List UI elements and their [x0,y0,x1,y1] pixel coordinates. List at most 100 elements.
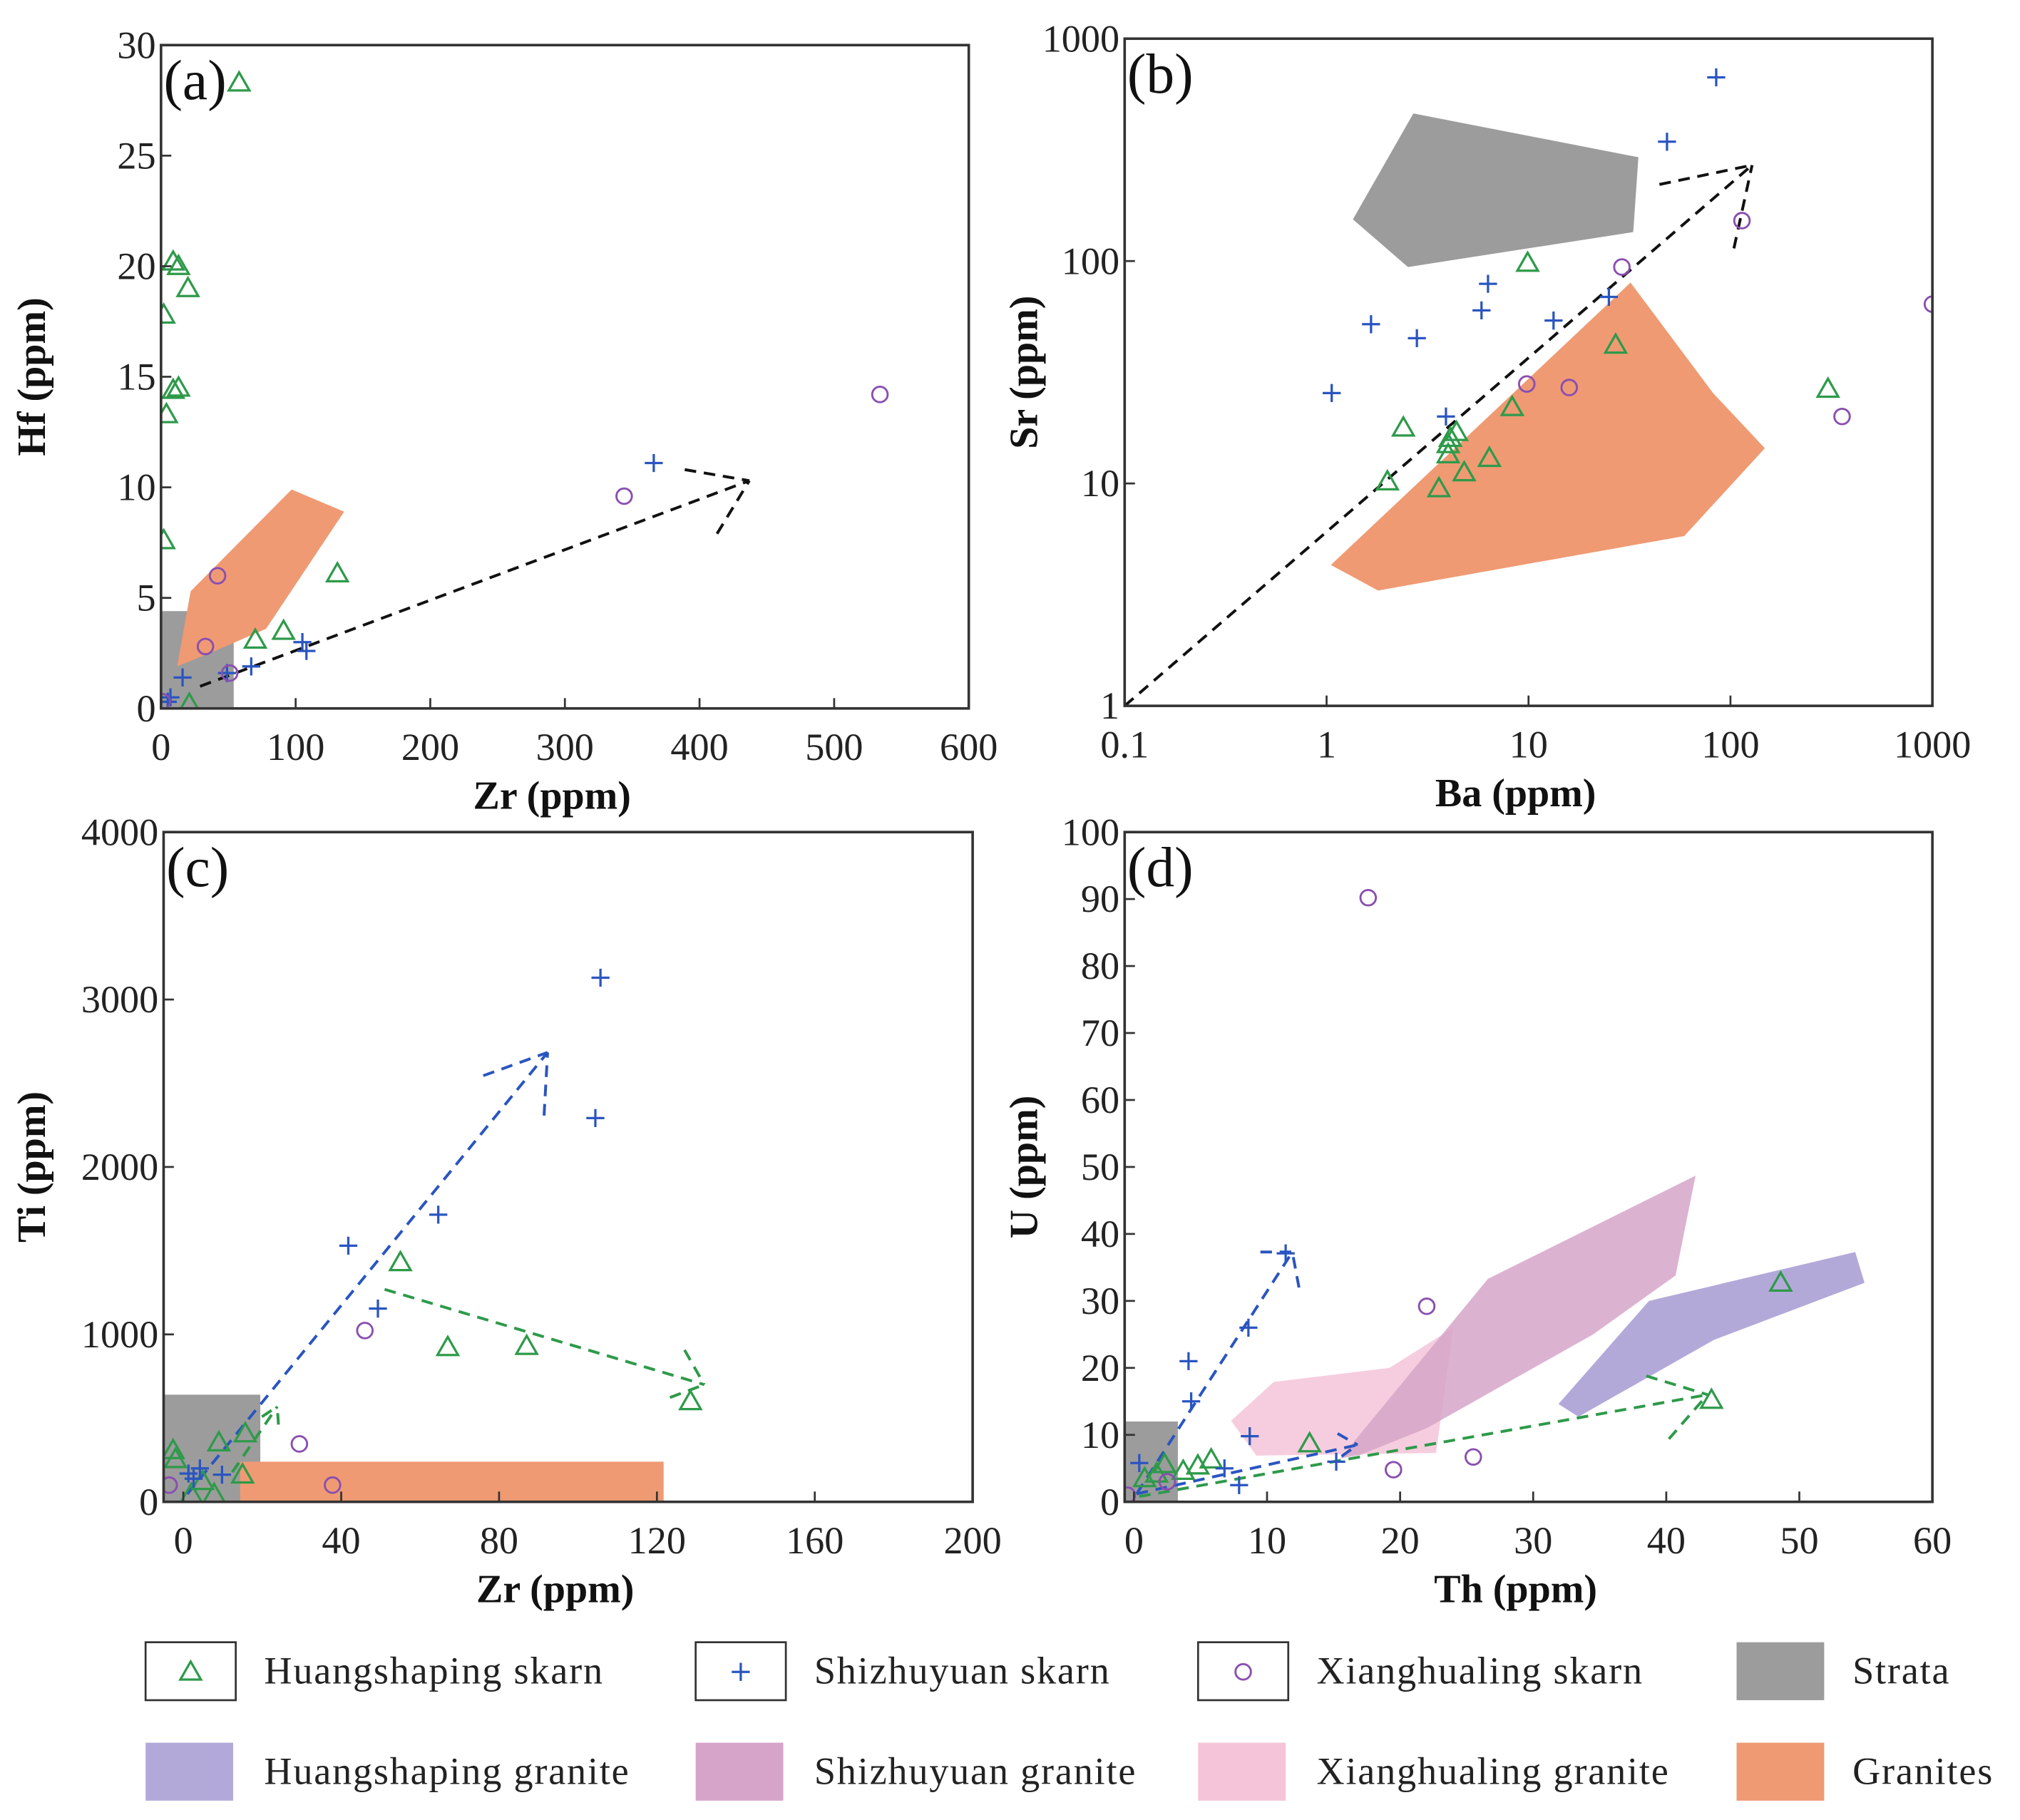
cross-marker [184,1469,203,1488]
legend-box [694,1641,787,1702]
y-tick-label: 90 [1081,878,1119,920]
circle-marker [1560,379,1579,396]
circle-marker [196,637,215,656]
legend-item-huangshaping-skarn: Huangshaping skarn [144,1641,603,1702]
trend-arrow [1139,1374,1709,1498]
arrow-head [275,1406,280,1425]
x-tick-label: 80 [480,1519,518,1562]
field-granites [240,1461,664,1502]
y-tick-label: 100 [1062,240,1119,282]
y-tick-label: 30 [1081,1280,1119,1322]
arrow-head [715,480,751,535]
triangle-marker [1452,460,1477,482]
arrow-head [1646,1374,1708,1397]
cross-marker [1479,274,1497,293]
cross-marker [1472,301,1491,320]
triangle-marker [1603,331,1629,354]
y-tick-label: 0 [1100,1481,1119,1523]
series-xianghualing-skarn [163,1322,374,1494]
x-tick-label: 100 [267,726,324,768]
series-huangshaping-skarn [163,1250,703,1502]
x-tick-label: 600 [940,726,998,768]
legend-label: Huangshaping skarn [264,1649,603,1692]
triangle-marker [435,1335,461,1357]
x-tick-label: 0 [1124,1519,1144,1562]
triangle-marker [678,1389,703,1411]
field-granites [177,489,344,667]
triangle-marker [1435,441,1461,463]
triangle-marker [179,691,200,709]
y-tick-label: 100 [1062,811,1119,853]
x-tick-label: 10 [1509,723,1548,766]
cross-marker [1437,407,1455,426]
legend-label: Shizhuyuan granite [814,1749,1137,1792]
x-tick-label: 1 [1317,723,1336,766]
circle-marker [1733,212,1751,230]
field-shizhuyuan-granite [1340,1176,1696,1459]
circle-marker [1234,1662,1252,1681]
cross-marker [297,642,316,660]
y-axis-title: U (ppm) [1002,1096,1046,1239]
legend-label: Huangshaping granite [264,1749,630,1792]
triangle-marker [163,1437,185,1459]
x-tick-label: 300 [536,726,594,768]
triangle-marker [166,375,191,397]
arrow-shaft [1124,164,1753,706]
circle-marker [1158,1473,1176,1491]
arrow-head [1336,1432,1358,1446]
triangle-marker [514,1333,539,1355]
circle-marker [163,1476,178,1494]
triangle-marker [1144,1461,1169,1483]
series-huangshaping-skarn [1132,1270,1793,1488]
cross-marker [1239,1318,1258,1337]
circle-marker [220,664,239,682]
cross-marker [1241,1426,1259,1446]
arrow-shaft [384,1287,705,1387]
legend-swatch [695,1742,784,1801]
cross-marker [1181,1392,1201,1411]
field-granites [1331,282,1765,591]
x-axis-title: Zr (ppm) [476,1568,634,1612]
x-tick-label: 50 [1780,1519,1818,1562]
cross-marker [212,1466,232,1484]
circle-marker [356,1322,374,1340]
cross-marker [1276,1244,1295,1263]
triangle-marker [175,275,200,297]
triangle-marker [1499,394,1525,416]
cross-marker [242,657,260,676]
cross-marker [1362,315,1380,334]
legend-item-xianghualing-skarn: Xianghualing skarn [1196,1641,1642,1702]
arrow-shaft [186,1052,549,1496]
triangle-marker [232,1421,258,1443]
x-axis-title: Zr (ppm) [473,774,630,818]
y-tick-label: 10 [117,466,155,509]
y-axis-title: Sr (ppm) [1002,296,1046,449]
triangle-marker [271,618,296,640]
panel-d: 0 10 20 30 40 50 60 0 10 20 30 40 50 60 70 80 90 100 Th (p… [1002,811,1952,1611]
triangle-marker [166,253,191,275]
y-tick-label: 30 [117,24,155,66]
triangle-marker [160,249,186,271]
cross-marker [586,1109,605,1128]
cross-marker [369,1300,387,1318]
arrow-head [1291,1251,1301,1288]
x-tick-label: 200 [943,1519,1001,1562]
y-tick-label: 3000 [81,978,158,1021]
legend: Huangshaping skarn Shizhuyuan skarn Xiangh… [144,1641,1992,1801]
triangle-marker [1297,1431,1322,1453]
circle-marker [1385,1461,1403,1479]
triangle-marker [1199,1446,1224,1469]
panel-label: (b) [1127,43,1194,106]
triangle-marker [1375,468,1400,490]
panel-label: (c) [166,836,229,899]
x-tick-label: 40 [322,1519,360,1562]
field-strata [1353,113,1639,267]
cross-marker [1658,133,1676,151]
y-axis-title: Ti (ppm) [10,1091,54,1243]
x-tick-label: 20 [1381,1519,1420,1562]
y-tick-label: 1000 [1042,17,1119,60]
plot-area [160,70,889,709]
arrow-head [261,1405,278,1419]
triangle-marker [242,627,268,649]
